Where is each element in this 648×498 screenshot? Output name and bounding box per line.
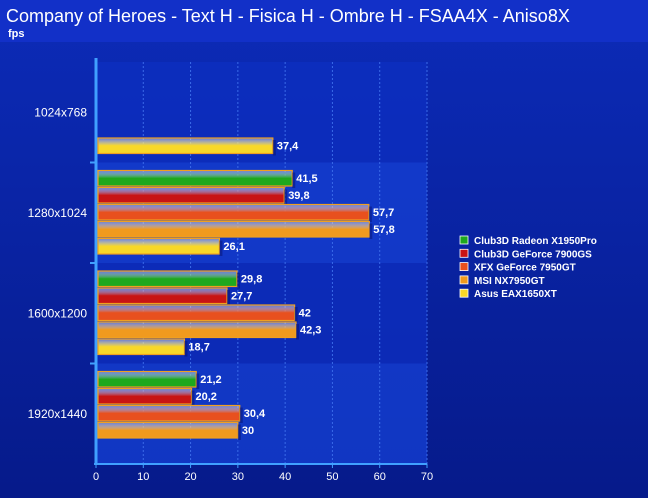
data-label: 27,7 [231, 291, 252, 303]
x-tick-label: 20 [184, 471, 196, 483]
data-label: 42,3 [300, 325, 321, 337]
category-labels: 1024x768 1280x1024 1600x1200 1920x1440 [28, 105, 88, 421]
legend-swatch [459, 262, 469, 272]
legend-label: Asus EAX1650XT [474, 289, 557, 300]
category-label: 1280x1024 [28, 206, 88, 220]
bar [97, 169, 293, 187]
data-label: 39,8 [288, 190, 309, 202]
bar-shadow [219, 240, 223, 256]
x-tick-labels: 0 10 20 30 40 50 60 70 [93, 471, 433, 483]
bar-shadow [196, 373, 200, 389]
bar [97, 370, 197, 388]
data-label: 57,7 [373, 207, 394, 219]
data-label: 21,2 [200, 374, 221, 386]
legend-label: Club3D GeForce 7900GS [474, 249, 592, 260]
data-label: 30,4 [244, 408, 266, 420]
bar [97, 304, 296, 322]
bar-shadow [236, 273, 240, 289]
title-band [0, 0, 648, 42]
bar-shadow [368, 206, 372, 222]
data-label: 30 [242, 425, 254, 437]
x-tick-label: 60 [374, 471, 386, 483]
x-tick-label: 10 [137, 471, 149, 483]
legend-swatch [459, 248, 469, 258]
bar [97, 387, 193, 405]
x-tick-label: 50 [326, 471, 338, 483]
bar-shadow [237, 424, 241, 440]
bar [97, 321, 297, 339]
bars: 37,4 41,5 39,8 57,7 57,8 26,1 29,8 27,7 42 42,3 18… [97, 137, 395, 440]
x-tick-label: 30 [232, 471, 244, 483]
category-label: 1600x1200 [28, 306, 88, 320]
bar-shadow [191, 390, 195, 406]
x-tick-label: 40 [279, 471, 291, 483]
bar [97, 338, 186, 356]
chart-title: Company of Heroes - Text H - Fisica H - … [6, 6, 570, 26]
legend-label: MSI NX7950GT [474, 276, 545, 287]
legend-swatch [459, 235, 469, 245]
bar [97, 237, 221, 255]
bar [97, 404, 241, 422]
bar [97, 203, 370, 221]
data-label: 18,7 [188, 342, 209, 354]
legend-label: XFX GeForce 7950GT [474, 263, 576, 274]
bar-shadow [226, 290, 230, 306]
axes [90, 58, 428, 468]
bar-shadow [184, 341, 188, 357]
data-label: 26,1 [223, 241, 244, 253]
bar-shadow [272, 140, 276, 156]
bar [97, 421, 239, 439]
data-label: 57,8 [373, 224, 394, 236]
data-label: 20,2 [196, 391, 217, 403]
bar [97, 270, 238, 288]
category-label: 1024x768 [34, 105, 87, 119]
bar-shadow [239, 407, 243, 423]
x-tick-label: 0 [93, 471, 99, 483]
bar [97, 137, 274, 155]
bar-shadow [296, 324, 300, 340]
y-axis-unit-label: fps [8, 28, 25, 40]
x-tick-label: 70 [421, 471, 433, 483]
legend-swatch [459, 288, 469, 298]
bar-shadow [292, 172, 296, 188]
data-label: 41,5 [296, 173, 317, 185]
bar [97, 186, 285, 204]
bar [97, 220, 370, 238]
bar-shadow [369, 223, 373, 239]
data-label: 29,8 [241, 274, 262, 286]
legend: Club3D Radeon X1950Pro Club3D GeForce 790… [459, 235, 597, 300]
bar-shadow [294, 307, 298, 323]
bar [97, 287, 228, 305]
legend-swatch [459, 275, 469, 285]
category-label: 1920x1440 [28, 407, 88, 421]
data-label: 42 [299, 308, 311, 320]
bar-shadow [284, 189, 288, 205]
data-label: 37,4 [277, 141, 299, 153]
legend-label: Club3D Radeon X1950Pro [474, 236, 597, 247]
